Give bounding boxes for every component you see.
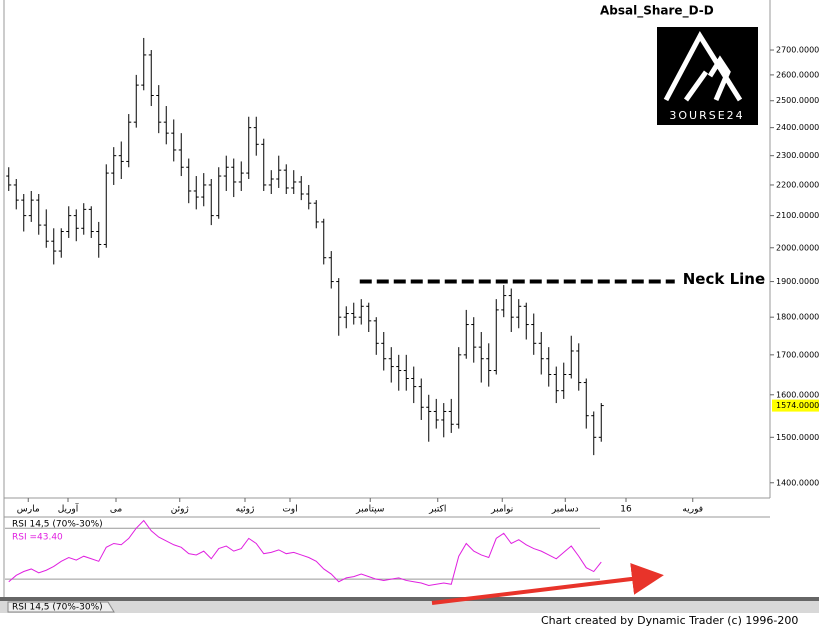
x-tick-label: نوامبر xyxy=(490,505,513,515)
y-tick-label: 2500.0000 xyxy=(776,96,819,105)
tab-bar xyxy=(0,601,819,613)
x-tick-label: اکتبر xyxy=(428,505,446,515)
last-price-label: 1574.0000 xyxy=(776,401,819,410)
x-tick-label: 16 xyxy=(620,505,632,515)
x-tick-label: ژوئن xyxy=(171,505,189,515)
y-tick-label: 2000.0000 xyxy=(776,243,819,252)
logo-text: 3OURSE24 xyxy=(669,109,744,122)
y-tick-label: 1400.0000 xyxy=(776,478,819,487)
tab-label[interactable]: RSI 14,5 (70%-30%) xyxy=(12,603,103,613)
y-tick-label: 2700.0000 xyxy=(776,46,819,55)
y-tick-label: 2400.0000 xyxy=(776,123,819,132)
y-tick-label: 2600.0000 xyxy=(776,70,819,79)
splitter xyxy=(0,597,819,601)
logo-graphic xyxy=(663,31,743,102)
y-tick-label: 1500.0000 xyxy=(776,433,819,442)
footer: Chart created by Dynamic Trader (c) 1996… xyxy=(541,614,798,627)
arrow xyxy=(431,563,664,605)
y-tick-label: 2100.0000 xyxy=(776,211,819,220)
rsi-value: RSI =43.40 xyxy=(12,533,63,543)
rsi-title: RSI 14,5 (70%-30%) xyxy=(12,520,103,530)
y-tick-label: 1600.0000 xyxy=(776,390,819,399)
neckline-label: Neck Line xyxy=(683,270,765,288)
x-tick-label: مارس xyxy=(17,505,40,515)
y-tick-label: 1700.0000 xyxy=(776,350,819,359)
x-tick-label: اوت xyxy=(282,505,297,515)
y-tick-label: 2300.0000 xyxy=(776,151,819,160)
rsi-line xyxy=(8,519,602,587)
y-tick-label: 1800.0000 xyxy=(776,313,819,322)
chart-title: Absal_Share_D-D xyxy=(600,4,714,19)
tab[interactable] xyxy=(7,601,115,613)
x-tick-label: دسامبر xyxy=(551,505,579,515)
x-tick-label: فوریه xyxy=(682,505,703,515)
x-tick-label: ژوئیه xyxy=(236,505,255,515)
x-tick-label: آوریل xyxy=(58,503,79,515)
y-tick-label: 2200.0000 xyxy=(776,180,819,189)
last-price-box xyxy=(772,399,819,412)
x-tick-label: سپتامبر xyxy=(355,505,384,515)
y-tick-label: 1900.0000 xyxy=(776,277,819,286)
x-tick-label: می xyxy=(110,505,123,515)
